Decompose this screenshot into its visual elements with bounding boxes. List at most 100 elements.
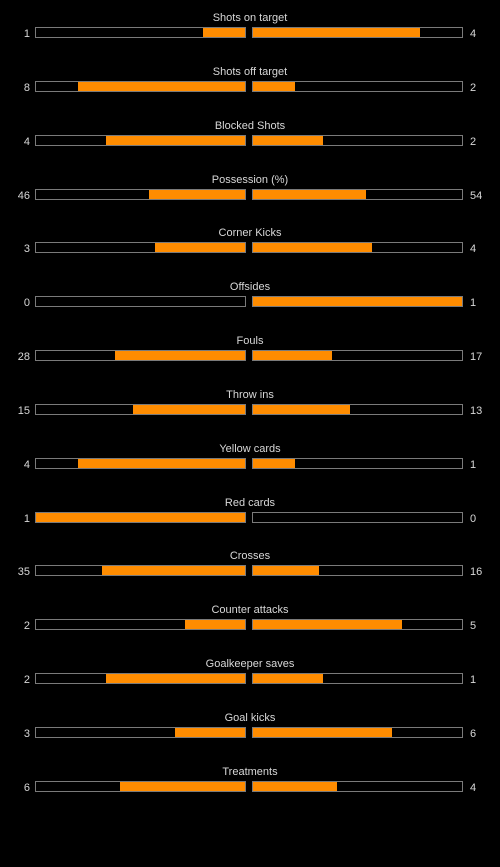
stat-row: Goalkeeper saves 2 1 (0, 646, 500, 700)
home-bar-fill (175, 727, 245, 737)
home-bar-fill (148, 189, 245, 199)
home-bar-fill (77, 81, 245, 91)
home-bar-fill (77, 458, 245, 468)
stat-label: Goal kicks (224, 711, 276, 724)
away-value: 16 (470, 566, 483, 579)
away-bar-fill (253, 674, 323, 684)
away-bar-fill (253, 620, 403, 630)
home-bar-fill (105, 135, 245, 145)
away-bar (252, 619, 463, 631)
away-bar (252, 511, 463, 523)
stat-row: Goal kicks 3 6 (0, 700, 500, 754)
away-bar (252, 457, 463, 469)
stat-label: Shots off target (212, 65, 288, 78)
home-bar (35, 80, 246, 92)
home-bar (35, 27, 246, 38)
home-bar (35, 134, 246, 146)
home-value: 46 (17, 189, 30, 202)
stat-label: Throw ins (226, 388, 274, 401)
away-bar (252, 296, 463, 308)
away-bar-fill (253, 566, 319, 576)
home-bar (35, 296, 246, 308)
home-bar (35, 403, 246, 415)
away-value: 0 (470, 512, 477, 525)
stat-row: Shots off target 8 2 (0, 54, 500, 108)
away-value: 1 (470, 297, 477, 310)
away-bar (252, 188, 463, 200)
away-bar-fill (253, 81, 295, 91)
home-bar-fill (105, 674, 245, 684)
away-value: 1 (470, 458, 477, 471)
away-bar (252, 673, 463, 685)
home-value: 3 (23, 727, 30, 740)
stat-label: Treatments (222, 765, 278, 778)
stat-label: Crosses (229, 550, 271, 563)
home-bar-fill (203, 28, 245, 37)
home-bar-fill (185, 620, 245, 630)
away-value: 17 (470, 351, 483, 364)
home-bar (35, 511, 246, 523)
home-bar (35, 780, 246, 792)
stat-row: Throw ins 15 13 (0, 377, 500, 431)
home-bar (35, 565, 246, 577)
stat-row: Treatments 6 4 (0, 754, 500, 808)
stat-label: Goalkeeper saves (205, 658, 295, 671)
home-bar-fill (132, 404, 245, 414)
stat-label: Fouls (236, 335, 264, 348)
stat-row: Offsides 0 1 (0, 269, 500, 323)
stat-label: Possession (%) (211, 173, 289, 186)
home-value: 28 (17, 351, 30, 364)
home-value: 3 (23, 243, 30, 256)
away-value: 4 (470, 28, 477, 40)
home-bar (35, 457, 246, 469)
away-value: 4 (470, 243, 477, 256)
stat-row: Red cards 1 0 (0, 485, 500, 539)
stat-label: Shots on target (212, 12, 288, 24)
away-bar-fill (253, 135, 323, 145)
home-bar-fill (155, 243, 245, 253)
stat-label: Offsides (229, 281, 271, 294)
home-value: 35 (17, 566, 30, 579)
home-bar (35, 188, 246, 200)
away-bar-fill (253, 243, 373, 253)
stat-label: Corner Kicks (218, 227, 282, 240)
away-bar-fill (253, 781, 337, 791)
home-bar (35, 242, 246, 254)
home-value: 1 (23, 28, 30, 40)
away-value: 13 (470, 404, 483, 417)
away-bar (252, 27, 463, 38)
away-bar-fill (253, 404, 350, 414)
away-bar (252, 780, 463, 792)
stat-row: Possession (%) 46 54 (0, 162, 500, 216)
home-value: 4 (23, 458, 30, 471)
stat-row: Crosses 35 16 (0, 538, 500, 592)
away-bar (252, 80, 463, 92)
away-bar-fill (253, 28, 421, 37)
away-bar (252, 134, 463, 146)
home-value: 2 (23, 674, 30, 687)
away-bar (252, 565, 463, 577)
away-bar (252, 242, 463, 254)
away-bar (252, 726, 463, 738)
away-bar-fill (253, 458, 295, 468)
away-bar-fill (253, 351, 332, 361)
stat-row: Corner Kicks 3 4 (0, 215, 500, 269)
home-value: 4 (23, 135, 30, 148)
away-bar (252, 350, 463, 362)
stat-label: Blocked Shots (214, 119, 286, 132)
home-bar-fill (119, 781, 245, 791)
stat-row: Fouls 28 17 (0, 323, 500, 377)
home-bar (35, 673, 246, 685)
stat-row: Counter attacks 2 5 (0, 592, 500, 646)
away-bar-fill (253, 189, 366, 199)
stat-label: Counter attacks (211, 604, 289, 617)
stat-label: Yellow cards (219, 442, 281, 455)
home-value: 0 (23, 297, 30, 310)
stat-row: Shots on target 1 4 (0, 0, 500, 54)
home-bar-fill (101, 566, 245, 576)
away-value: 1 (470, 674, 477, 687)
home-value: 6 (23, 781, 30, 794)
away-bar-fill (253, 297, 462, 307)
away-bar (252, 403, 463, 415)
stat-row: Yellow cards 4 1 (0, 431, 500, 485)
